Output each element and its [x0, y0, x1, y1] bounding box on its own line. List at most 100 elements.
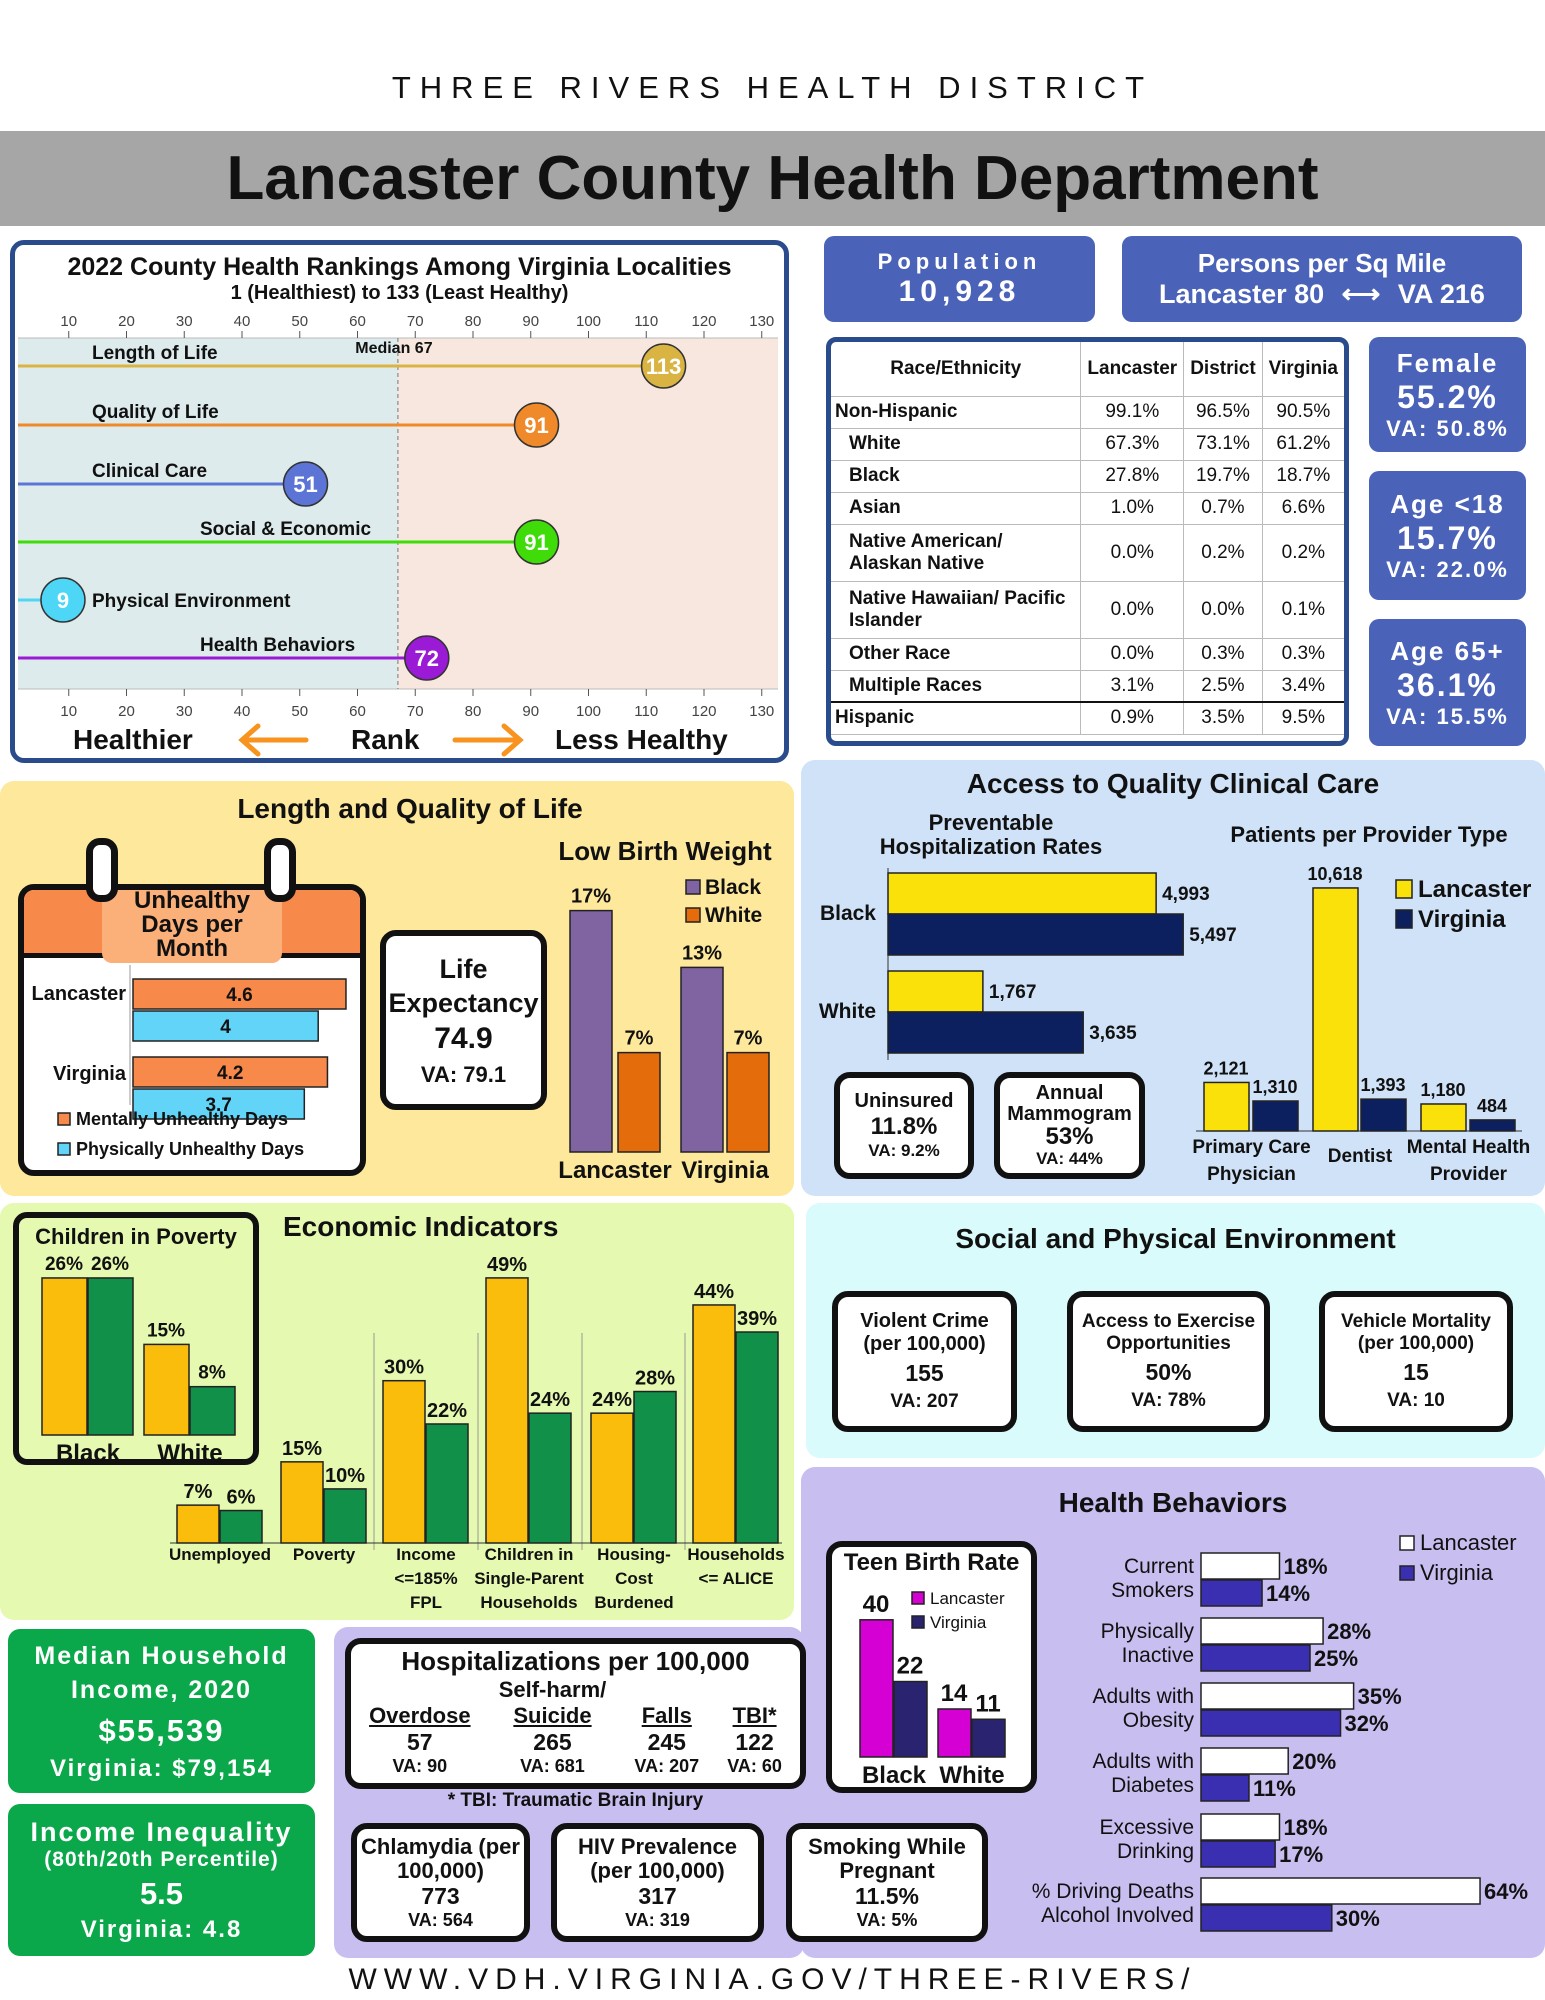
population-label: Population	[877, 249, 1042, 274]
row-value: 0.3%	[1262, 638, 1344, 671]
exercise-label: Access to Exercise Opportunities	[1081, 1311, 1256, 1354]
age-under-18-value: 15.7%	[1397, 519, 1498, 556]
hospitalizations-box: Hospitalizations per 100,000 Overdose 57 V…	[345, 1638, 806, 1789]
female-value: 55.2%	[1397, 378, 1498, 415]
hospitalizations-items: Overdose 57 VA: 90 Self-harm/Suicide 265 VA:…	[351, 1677, 800, 1777]
hosp-falls-value: 245	[647, 1729, 686, 1755]
age-under-18-box: Age <18 15.7% VA: 22.0%	[1369, 471, 1526, 600]
row-label: Multiple Races	[831, 670, 1082, 703]
hospitalizations-title: Hospitalizations per 100,000	[401, 1646, 750, 1676]
row-value: 0.2%	[1183, 524, 1263, 582]
age-65-value: 36.1%	[1397, 666, 1498, 703]
hosp-overdose-value: 57	[407, 1729, 433, 1755]
uninsured-label: Uninsured	[854, 1090, 954, 1112]
hosp-suicide-va: VA: 681	[520, 1756, 585, 1776]
tbi-note: * TBI: Traumatic Brain Injury	[447, 1790, 704, 1811]
title-banner: Lancaster County Health Department	[0, 131, 1545, 226]
clinical-care-title: Access to Quality Clinical Care	[966, 768, 1380, 799]
row-value: 27.8%	[1080, 460, 1185, 493]
row-value: 18.7%	[1262, 460, 1344, 493]
hosp-suicide-top: Self-harm/	[498, 1677, 607, 1702]
row-value: 0.0%	[1080, 581, 1185, 639]
row-value: 90.5%	[1262, 396, 1344, 429]
unhealthy-days-title: Unhealthy Days per Month	[102, 890, 282, 963]
row-value: 19.7%	[1183, 460, 1263, 493]
age-65-box: Age 65+ 36.1% VA: 15.5%	[1369, 619, 1526, 746]
hiv-box: HIV Prevalence (per 100,000) 317 VA: 319	[551, 1823, 764, 1942]
hosp-tbi-value: 122	[735, 1729, 774, 1755]
race-table: Race/Ethnicity Lancaster District Virginia N…	[831, 342, 1344, 735]
density-label: Persons per Sq Mile	[1197, 248, 1447, 278]
table-row: Native Hawaiian/ Pacific Islander 0.0% 0.0…	[831, 581, 1344, 639]
row-value: 99.1%	[1080, 396, 1185, 429]
vehicle-mortality-value: 15	[1403, 1359, 1429, 1385]
double-arrow-icon: ⟷	[1341, 279, 1381, 309]
vehicle-mortality-va: VA: 10	[1387, 1390, 1445, 1411]
smoking-pregnant-value: 11.5%	[855, 1882, 919, 1909]
row-value: 3.1%	[1080, 670, 1185, 703]
footer-url[interactable]: WWW.VDH.VIRGINIA.GOV/THREE-RIVERS/	[348, 1963, 1197, 1996]
violent-crime-box: Violent Crime (per 100,000) 155 VA: 207	[832, 1291, 1017, 1432]
row-value: 6.6%	[1262, 492, 1344, 525]
hosp-tbi: TBI* 122 VA: 60	[727, 1677, 782, 1777]
income-inequality-value: 5.5	[139, 1875, 184, 1911]
chlamydia-label: Chlamydia (per 100,000)	[361, 1833, 520, 1883]
chlamydia-va: VA: 564	[408, 1909, 473, 1930]
hosp-suicide: Self-harm/Suicide 265 VA: 681	[499, 1677, 607, 1777]
hosp-tbi-label: TBI*	[732, 1703, 777, 1728]
row-value: 2.5%	[1183, 670, 1263, 703]
row-value: 0.0%	[1080, 638, 1185, 671]
length-quality-title: Length and Quality of Life	[237, 793, 583, 824]
legend-less-healthy: Less Healthy	[555, 724, 728, 755]
legend-rank: Rank	[351, 724, 420, 755]
table-row: White 67.3% 73.1% 61.2%	[831, 428, 1344, 461]
smoking-pregnant-box: Smoking While Pregnant 11.5% VA: 5%	[786, 1823, 988, 1942]
children-poverty-title: Children in Poverty	[35, 1224, 237, 1249]
vehicle-mortality-box: Vehicle Mortality (per 100,000) 15 VA: 1…	[1319, 1291, 1513, 1432]
row-label: Non-Hispanic	[831, 396, 1082, 429]
age-65-label: Age 65+	[1390, 635, 1505, 666]
hiv-va: VA: 319	[625, 1909, 690, 1930]
calendar-header: Unhealthy Days per Month	[24, 890, 360, 963]
row-value: 0.7%	[1183, 492, 1263, 525]
hosp-falls-label: Falls	[641, 1703, 692, 1728]
density-box: Persons per Sq Mile Lancaster 80 ⟷ VA 21…	[1122, 236, 1522, 322]
smoking-pregnant-va: VA: 5%	[856, 1909, 918, 1930]
health-behaviors-title: Health Behaviors	[1058, 1487, 1288, 1518]
children-poverty-box: Children in Poverty	[13, 1212, 259, 1465]
row-value: 3.4%	[1262, 670, 1344, 703]
unhealthy-days-calendar: Unhealthy Days per Month	[18, 884, 366, 1176]
density-va: VA 216	[1397, 279, 1485, 309]
hosp-overdose: Overdose 57 VA: 90	[369, 1677, 471, 1777]
violent-crime-label: Violent Crime (per 100,000)	[860, 1310, 989, 1355]
district-name: THREE RIVERS HEALTH DISTRICT	[391, 70, 1154, 105]
row-value: 0.1%	[1262, 581, 1344, 639]
teen-birth-title: Teen Birth Rate	[843, 1549, 1020, 1576]
vehicle-mortality-label: Vehicle Mortality (per 100,000)	[1341, 1311, 1491, 1354]
mammogram-label: Annual Mammogram	[1007, 1081, 1132, 1125]
mammogram-box: Annual Mammogram 53% VA: 44%	[994, 1072, 1145, 1179]
chlamydia-value: 773	[421, 1882, 460, 1909]
table-row: Hispanic 0.9% 3.5% 9.5%	[831, 702, 1344, 735]
median-income-value: $55,539	[98, 1713, 225, 1748]
mammogram-value: 53%	[1045, 1122, 1094, 1150]
exercise-box: Access to Exercise Opportunities 50% VA:…	[1067, 1291, 1270, 1432]
table-row: Non-Hispanic 99.1% 96.5% 90.5%	[831, 396, 1344, 429]
hosp-overdose-label: Overdose	[369, 1703, 471, 1728]
column-header: Lancaster	[1080, 342, 1185, 397]
table-row: Asian 1.0% 0.7% 6.6%	[831, 492, 1344, 525]
income-inequality-box: Income Inequality (80th/20th Percentile)…	[8, 1804, 315, 1956]
age-under-18-label: Age <18	[1390, 488, 1505, 519]
row-label: Native Hawaiian/ Pacific Islander	[831, 581, 1082, 639]
row-label: Other Race	[831, 638, 1082, 671]
income-inequality-va: Virginia: 4.8	[80, 1915, 243, 1943]
row-value: 3.5%	[1183, 702, 1263, 735]
row-value: 73.1%	[1183, 428, 1263, 461]
teen-birth-box: Teen Birth Rate	[826, 1541, 1037, 1793]
hosp-tbi-va: VA: 60	[727, 1756, 782, 1776]
violent-crime-value: 155	[905, 1360, 944, 1386]
table-row: Black 27.8% 19.7% 18.7%	[831, 460, 1344, 493]
life-expectancy-value: 74.9	[434, 1022, 493, 1055]
life-expectancy-label: Life Expectancy	[388, 954, 539, 1018]
life-expectancy-box: Life Expectancy 74.9 VA: 79.1	[380, 930, 547, 1110]
